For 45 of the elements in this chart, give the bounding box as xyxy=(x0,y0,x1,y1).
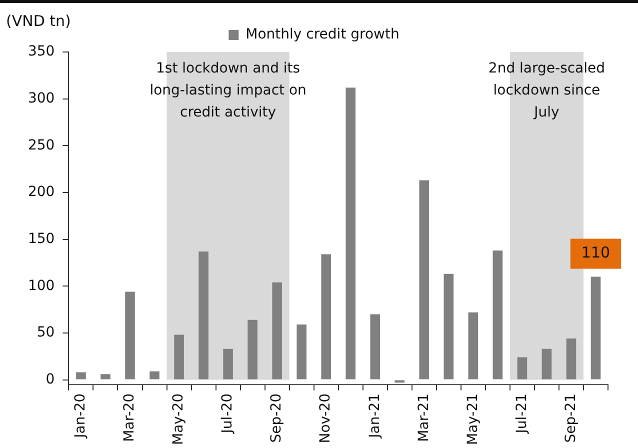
x-tick-label: Jul-21 xyxy=(514,393,530,434)
y-tick-label: 200 xyxy=(28,184,55,200)
band-label: 1st lockdown and its long-lasting impact on credit activity xyxy=(150,60,306,121)
bar xyxy=(517,357,528,380)
bar xyxy=(76,372,86,380)
bar xyxy=(150,371,160,380)
bar xyxy=(248,320,258,380)
y-tick-label: 250 xyxy=(28,137,55,154)
x-tick-label: Sep-20 xyxy=(268,393,285,443)
y-tick-label: 50 xyxy=(36,324,55,341)
x-tick-label: Sep-21 xyxy=(562,393,579,443)
bar xyxy=(468,312,478,380)
bar xyxy=(125,292,135,380)
x-tick-label: Mar-20 xyxy=(122,393,138,442)
band-label: 2nd large-scaled lockdown since July xyxy=(488,60,606,121)
x-tick-label: Nov-20 xyxy=(318,393,334,444)
bar xyxy=(566,338,576,380)
x-tick-label: May-20 xyxy=(170,393,187,446)
bar xyxy=(492,250,503,380)
bar xyxy=(100,374,110,380)
bar xyxy=(542,348,552,380)
x-tick-label: Jan-20 xyxy=(72,393,89,439)
legend-label: Monthly credit growth xyxy=(246,26,400,43)
bar xyxy=(223,348,233,380)
y-tick-label: 150 xyxy=(28,230,55,247)
bar xyxy=(272,282,282,380)
bar xyxy=(198,251,208,380)
x-tick-label: Jan-21 xyxy=(366,393,383,439)
x-tick-label: Mar-21 xyxy=(416,393,432,442)
bar xyxy=(296,324,306,380)
x-tick-label: Jul-20 xyxy=(220,393,236,434)
y-tick-label: 100 xyxy=(28,278,55,294)
data-label: 110 xyxy=(581,244,610,262)
x-tick-label: May-21 xyxy=(464,393,481,446)
y-tick-label: 350 xyxy=(28,44,55,60)
y-tick-label: 0 xyxy=(46,371,55,388)
bar xyxy=(174,334,184,380)
bar xyxy=(321,254,332,380)
y-tick-label: 300 xyxy=(28,90,55,106)
bar xyxy=(370,314,380,380)
bar xyxy=(444,274,454,380)
y-axis-title: (VND tn) xyxy=(6,12,71,30)
bar xyxy=(419,180,430,380)
bar xyxy=(590,276,601,380)
bar xyxy=(346,88,356,380)
